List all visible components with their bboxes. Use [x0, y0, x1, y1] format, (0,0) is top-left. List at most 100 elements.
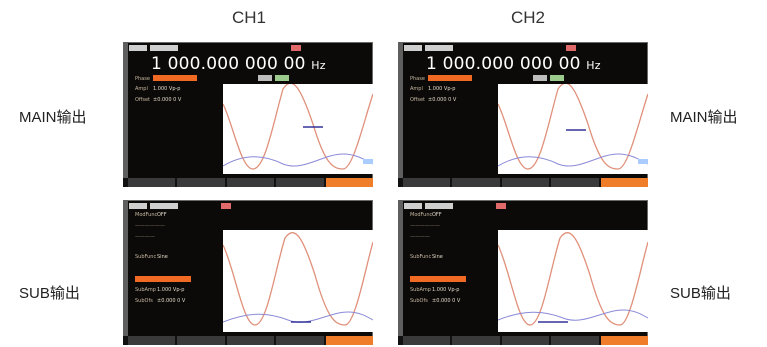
mod-func-key: ModFunc	[135, 212, 158, 218]
sub-phase-highlight	[410, 276, 466, 282]
softkey-reset[interactable]	[600, 178, 648, 187]
sub-func-value: Sine	[432, 254, 443, 260]
softkey[interactable]	[403, 178, 451, 187]
offset-key: Offset	[135, 97, 151, 103]
param-row: ————	[135, 234, 155, 240]
phase-key: Phase	[135, 75, 150, 82]
status-pill	[150, 45, 178, 51]
status-bar	[404, 202, 506, 210]
status-pill	[129, 45, 147, 51]
status-pill	[129, 203, 147, 209]
softkey[interactable]	[276, 178, 324, 187]
amplitude-value: 1.000 Vp-p	[428, 86, 456, 92]
sub-amplitude-row: SubAmp1.000 Vp-p	[135, 287, 184, 293]
param-row: ——————	[410, 223, 440, 229]
amplitude-row: Ampl 1.000 Vp-p	[135, 86, 180, 92]
softkey-bar	[123, 336, 373, 345]
sub-offset-row: SubOfs ±0.000 0 V	[135, 298, 185, 304]
status-bar	[404, 44, 576, 52]
scale-marker	[363, 159, 373, 164]
phase-highlight	[428, 75, 472, 81]
sub-waveform	[498, 309, 648, 321]
softkey[interactable]	[226, 336, 275, 345]
label-sub-output-left: SUB输出	[19, 285, 80, 302]
phase-row: Phase	[410, 75, 472, 82]
frequency-unit: Hz	[586, 59, 601, 72]
softkey[interactable]	[177, 178, 225, 187]
status-pill	[404, 203, 422, 209]
softkey[interactable]	[551, 336, 599, 345]
tag-chip	[550, 75, 564, 81]
mod-func-value: OFF	[157, 212, 167, 218]
phase-key: Phase	[410, 75, 425, 82]
amplitude-row: Ampl 1.000 Vp-p	[410, 86, 455, 92]
softkey-bar	[398, 336, 648, 345]
sub-func-key: SubFunc	[410, 254, 432, 260]
offset-value: ±0.000 0 V	[428, 97, 457, 103]
offset-row: Offset ±0.000 0 V	[410, 97, 456, 103]
mod-func-row: ModFuncOFF	[135, 212, 167, 218]
sub-amplitude-value: 1.000 Vp-p	[432, 287, 460, 293]
frequency-unit: Hz	[311, 59, 326, 72]
offset-value: ±0.000 0 V	[153, 97, 182, 103]
sub-func-row: SubFuncSine	[135, 254, 168, 260]
status-indicator	[291, 45, 301, 51]
frequency-value: 1 000.000 000 00	[426, 54, 581, 74]
screen-sub-ch2: ModFuncOFF —————— ———— SubFuncSine SubAm…	[398, 200, 648, 345]
softkey[interactable]	[128, 336, 176, 345]
main-waveform	[498, 84, 648, 170]
screen-side-strip	[123, 42, 128, 187]
tag-chip	[258, 75, 272, 81]
label-main-output-right: MAIN输出	[670, 109, 738, 126]
softkey[interactable]	[403, 336, 451, 345]
tag-chip	[275, 75, 289, 81]
plot-background	[223, 84, 373, 174]
column-header-ch2: CH2	[510, 8, 545, 27]
sub-amplitude-key: SubAmp	[135, 287, 156, 293]
frequency-readout: 1 000.000 000 00 Hz	[426, 54, 601, 74]
amplitude-key: Ampl	[410, 86, 423, 92]
softkey-reset[interactable]	[600, 336, 648, 345]
softkey[interactable]	[276, 336, 324, 345]
offset-row: Offset ±0.000 0 V	[135, 97, 181, 103]
status-pill	[404, 45, 422, 51]
softkey[interactable]	[226, 178, 275, 187]
status-indicator	[566, 45, 576, 51]
sub-offset-key: SubOfs	[135, 298, 153, 304]
column-header-ch1: CH1	[231, 8, 266, 27]
param-row: ——————	[135, 223, 165, 229]
label-main-output-left: MAIN输出	[19, 109, 87, 126]
screen-side-strip	[398, 42, 403, 187]
softkey[interactable]	[551, 178, 599, 187]
sub-offset-value: ±0.000 0 V	[432, 298, 461, 304]
softkey[interactable]	[452, 178, 500, 187]
scale-marker	[638, 159, 648, 164]
waveform-plot	[498, 230, 648, 332]
softkey[interactable]	[128, 178, 176, 187]
sub-offset-value: ±0.000 0 V	[157, 298, 186, 304]
sub-waveform	[498, 153, 648, 167]
softkey-bar	[398, 178, 648, 187]
sub-phase-highlight	[135, 276, 191, 282]
sub-amplitude-value: 1.000 Vp-p	[157, 287, 185, 293]
status-indicator	[221, 203, 231, 209]
mod-func-key: ModFunc	[410, 212, 433, 218]
sub-offset-key: SubOfs	[410, 298, 428, 304]
plot-background	[498, 230, 648, 332]
softkey-bar	[123, 178, 373, 187]
screen-main-ch2: 1 000.000 000 00 Hz Phase Ampl 1.000 Vp-p…	[398, 42, 648, 187]
softkey-reset[interactable]	[325, 178, 373, 187]
waveform-plot	[223, 84, 373, 174]
sub-amplitude-key: SubAmp	[410, 287, 431, 293]
softkey-reset[interactable]	[325, 336, 373, 345]
sub-amplitude-row: SubAmp1.000 Vp-p	[410, 287, 459, 293]
status-pill	[425, 45, 453, 51]
status-bar	[129, 202, 231, 210]
softkey[interactable]	[501, 336, 550, 345]
screen-sub-ch1: ModFuncOFF —————— ———— SubFuncSine SubAm…	[123, 200, 373, 345]
softkey[interactable]	[177, 336, 225, 345]
softkey[interactable]	[452, 336, 500, 345]
waveform-plot	[498, 84, 648, 174]
softkey[interactable]	[501, 178, 550, 187]
